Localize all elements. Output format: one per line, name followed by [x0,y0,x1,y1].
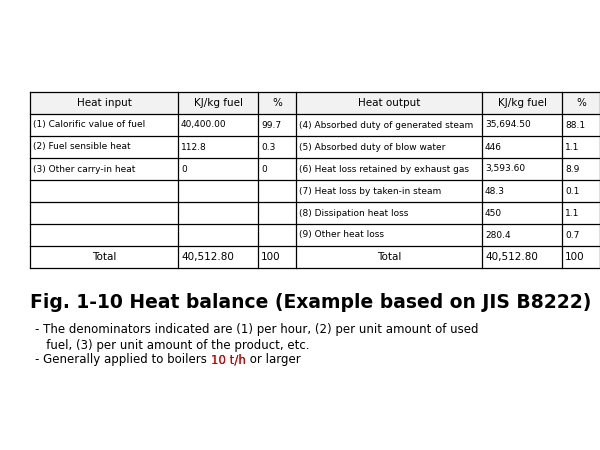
Text: 1.1: 1.1 [565,208,580,217]
Text: 40,512.80: 40,512.80 [485,252,538,262]
Text: 0.7: 0.7 [565,230,580,239]
Text: 0: 0 [261,165,267,174]
Text: Heat input: Heat input [77,98,131,108]
Text: (5) Absorbed duty of blow water: (5) Absorbed duty of blow water [299,143,445,152]
Text: KJ/kg fuel: KJ/kg fuel [497,98,547,108]
Text: 88.1: 88.1 [565,121,585,130]
Text: (4) Absorbed duty of generated steam: (4) Absorbed duty of generated steam [299,121,473,130]
Bar [30,92,600,114]
Text: (2) Fuel sensible heat: (2) Fuel sensible heat [33,143,131,152]
Text: Fig. 1-10 Heat balance (Example based on JIS B8222): Fig. 1-10 Heat balance (Example based on… [30,292,592,311]
Bar [30,92,600,268]
Text: - The denominators indicated are (1) per hour, (2) per unit amount of used: - The denominators indicated are (1) per… [35,324,479,337]
Text: 280.4: 280.4 [485,230,511,239]
Text: 0: 0 [181,165,187,174]
Text: 10 t/h: 10 t/h [211,354,245,366]
Text: 112.8: 112.8 [181,143,207,152]
Text: 99.7: 99.7 [261,121,281,130]
Text: 10 t/h: 10 t/h [211,354,245,366]
Text: (3) Other carry-in heat: (3) Other carry-in heat [33,165,136,174]
Text: Heat output: Heat output [358,98,420,108]
Text: fuel, (3) per unit amount of the product, etc.: fuel, (3) per unit amount of the product… [35,339,310,352]
Text: - Generally applied to boilers: - Generally applied to boilers [35,354,211,366]
Text: 0.1: 0.1 [565,186,580,195]
Text: 100: 100 [565,252,584,262]
Text: (1) Calorific value of fuel: (1) Calorific value of fuel [33,121,145,130]
Text: 3,593.60: 3,593.60 [485,165,525,174]
Text: 40,400.00: 40,400.00 [181,121,227,130]
Text: (9) Other heat loss: (9) Other heat loss [299,230,384,239]
Text: 35,694.50: 35,694.50 [485,121,531,130]
Text: KJ/kg fuel: KJ/kg fuel [193,98,242,108]
Text: (7) Heat loss by taken-in steam: (7) Heat loss by taken-in steam [299,186,441,195]
Text: 450: 450 [485,208,502,217]
Text: 446: 446 [485,143,502,152]
Text: %: % [576,98,586,108]
Text: (6) Heat loss retained by exhaust gas: (6) Heat loss retained by exhaust gas [299,165,469,174]
Text: or larger: or larger [245,354,300,366]
Text: (8) Dissipation heat loss: (8) Dissipation heat loss [299,208,409,217]
Text: 1.1: 1.1 [565,143,580,152]
Text: 40,512.80: 40,512.80 [181,252,234,262]
Text: 8.9: 8.9 [565,165,580,174]
Text: 48.3: 48.3 [485,186,505,195]
Text: Total: Total [377,252,401,262]
Text: Total: Total [92,252,116,262]
Text: %: % [272,98,282,108]
Text: 0.3: 0.3 [261,143,275,152]
Text: 100: 100 [261,252,281,262]
